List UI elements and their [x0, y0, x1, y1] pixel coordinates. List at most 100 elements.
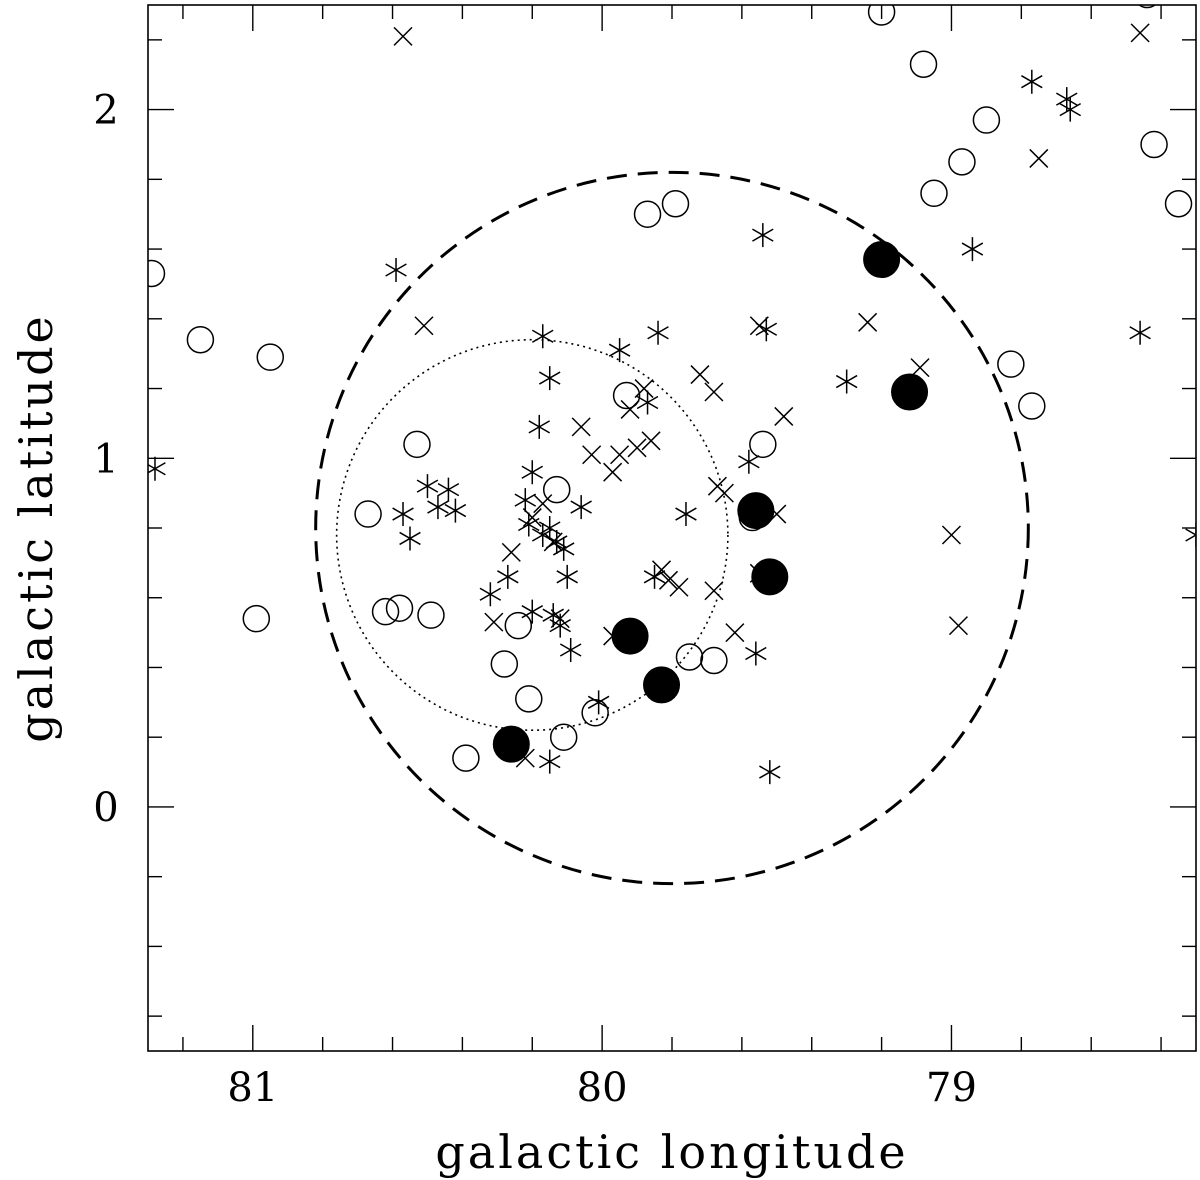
cross-marker: [610, 445, 630, 465]
asterisk-marker: [479, 582, 502, 607]
cross-marker: [767, 504, 787, 524]
dashed-circle: [314, 170, 1030, 886]
asterisk-marker: [1021, 69, 1043, 94]
cross-marker: [550, 609, 570, 629]
open-circle-marker: [997, 350, 1025, 378]
asterisk-marker: [636, 390, 659, 415]
cross-marker: [858, 312, 878, 332]
open-circle-marker: [242, 604, 271, 633]
asterisk-marker: [514, 488, 537, 513]
asterisk-marker: [738, 449, 760, 474]
open-circle-marker: [504, 611, 533, 640]
open-circle-marker: [417, 601, 445, 629]
open-circle-marker: [452, 744, 480, 772]
asterisk-marker: [961, 237, 984, 262]
axis-ticks: [148, 5, 1196, 1051]
open-circle-marker: [515, 685, 543, 713]
asterisk-marker: [392, 502, 414, 527]
asterisk-marker: [745, 641, 767, 666]
asterisk-marker: [531, 324, 554, 349]
open-circle-marker: [1138, 5, 1157, 9]
open-circle-marker: [700, 646, 728, 675]
open-circle-marker: [371, 597, 400, 626]
open-circle-marker: [749, 430, 777, 459]
cross-marker: [948, 616, 968, 636]
cross-marker: [582, 445, 602, 465]
cross-marker: [634, 379, 654, 399]
y-axis-label: galactic latitude: [9, 313, 63, 742]
filled-circle-marker: [643, 666, 681, 704]
tick-labels: 81 80 79 0 1 2: [93, 88, 977, 1111]
cross-marker: [669, 577, 689, 597]
open-circle-marker: [675, 643, 704, 671]
open-circle-marker: [1164, 189, 1193, 218]
cross-marker: [704, 581, 724, 601]
asterisk-marker: [518, 512, 540, 537]
asterisk-marker: [538, 366, 561, 391]
y-tick-label: 1: [93, 436, 118, 482]
asterisk-marker: [437, 477, 460, 502]
asterisk-marker: [608, 338, 631, 363]
cross-marker: [1130, 23, 1150, 43]
asterisk-marker: [1185, 522, 1196, 547]
cross-marker: [603, 462, 623, 482]
cross-marker: [515, 748, 535, 768]
asterisk-marker: [675, 502, 697, 527]
open-circle-marker: [1140, 130, 1168, 159]
asterisk-marker: [497, 564, 519, 589]
cross-marker: [749, 563, 769, 583]
open-circle-marker: [148, 259, 166, 288]
cross-marker: [414, 316, 434, 336]
asterisk-marker: [1059, 97, 1082, 122]
cross-marker: [603, 626, 623, 646]
cross-marker: [658, 570, 679, 590]
y-tick-label: 2: [93, 88, 118, 134]
open-circle-marker: [633, 200, 662, 228]
cross-marker: [1029, 148, 1049, 168]
y-tick-label: 0: [93, 785, 118, 831]
cross-marker: [484, 612, 504, 632]
open-circle-marker: [920, 179, 948, 208]
open-circle-marker: [354, 500, 382, 528]
cross-marker: [571, 417, 591, 437]
cross-marker: [714, 483, 734, 503]
asterisk-marker: [416, 474, 439, 499]
open-circle-marker: [1018, 392, 1046, 420]
open-circle-marker: [972, 106, 1001, 134]
cross-marker: [651, 560, 672, 580]
open-circle-marker: [542, 475, 571, 504]
open-circle-marker: [948, 148, 976, 176]
open-circle-marker: [612, 381, 641, 410]
cross-marker: [627, 438, 647, 458]
asterisk-marker: [444, 498, 467, 523]
open-circle-marker: [867, 5, 896, 26]
reference-circles: [314, 170, 1030, 886]
asterisk-marker: [755, 317, 778, 342]
asterisk-marker: [399, 526, 421, 551]
asterisk-marker: [559, 638, 582, 663]
open-circle-marker: [186, 325, 215, 354]
open-circle-marker: [490, 650, 519, 678]
asterisk-marker: [759, 760, 781, 785]
cross-marker: [749, 316, 769, 336]
asterisk-marker: [528, 414, 551, 439]
data-markers: [148, 5, 1196, 785]
cross-marker: [501, 542, 521, 562]
asterisk-marker: [521, 460, 544, 485]
plot-frame: [147, 4, 1197, 1052]
filled-circle-marker: [863, 241, 901, 279]
cross-marker: [533, 494, 553, 514]
cross-marker: [725, 623, 745, 643]
asterisk-marker: [835, 369, 858, 394]
cross-marker: [941, 525, 961, 545]
asterisk-marker: [587, 690, 610, 715]
open-circle-marker: [256, 343, 285, 371]
open-circle-marker: [909, 50, 938, 79]
asterisk-marker: [556, 564, 578, 589]
cross-marker: [522, 508, 542, 528]
filled-circle-marker: [611, 617, 649, 655]
open-circle-marker: [661, 189, 690, 218]
asterisk-marker: [752, 223, 774, 248]
cross-marker: [774, 406, 794, 426]
